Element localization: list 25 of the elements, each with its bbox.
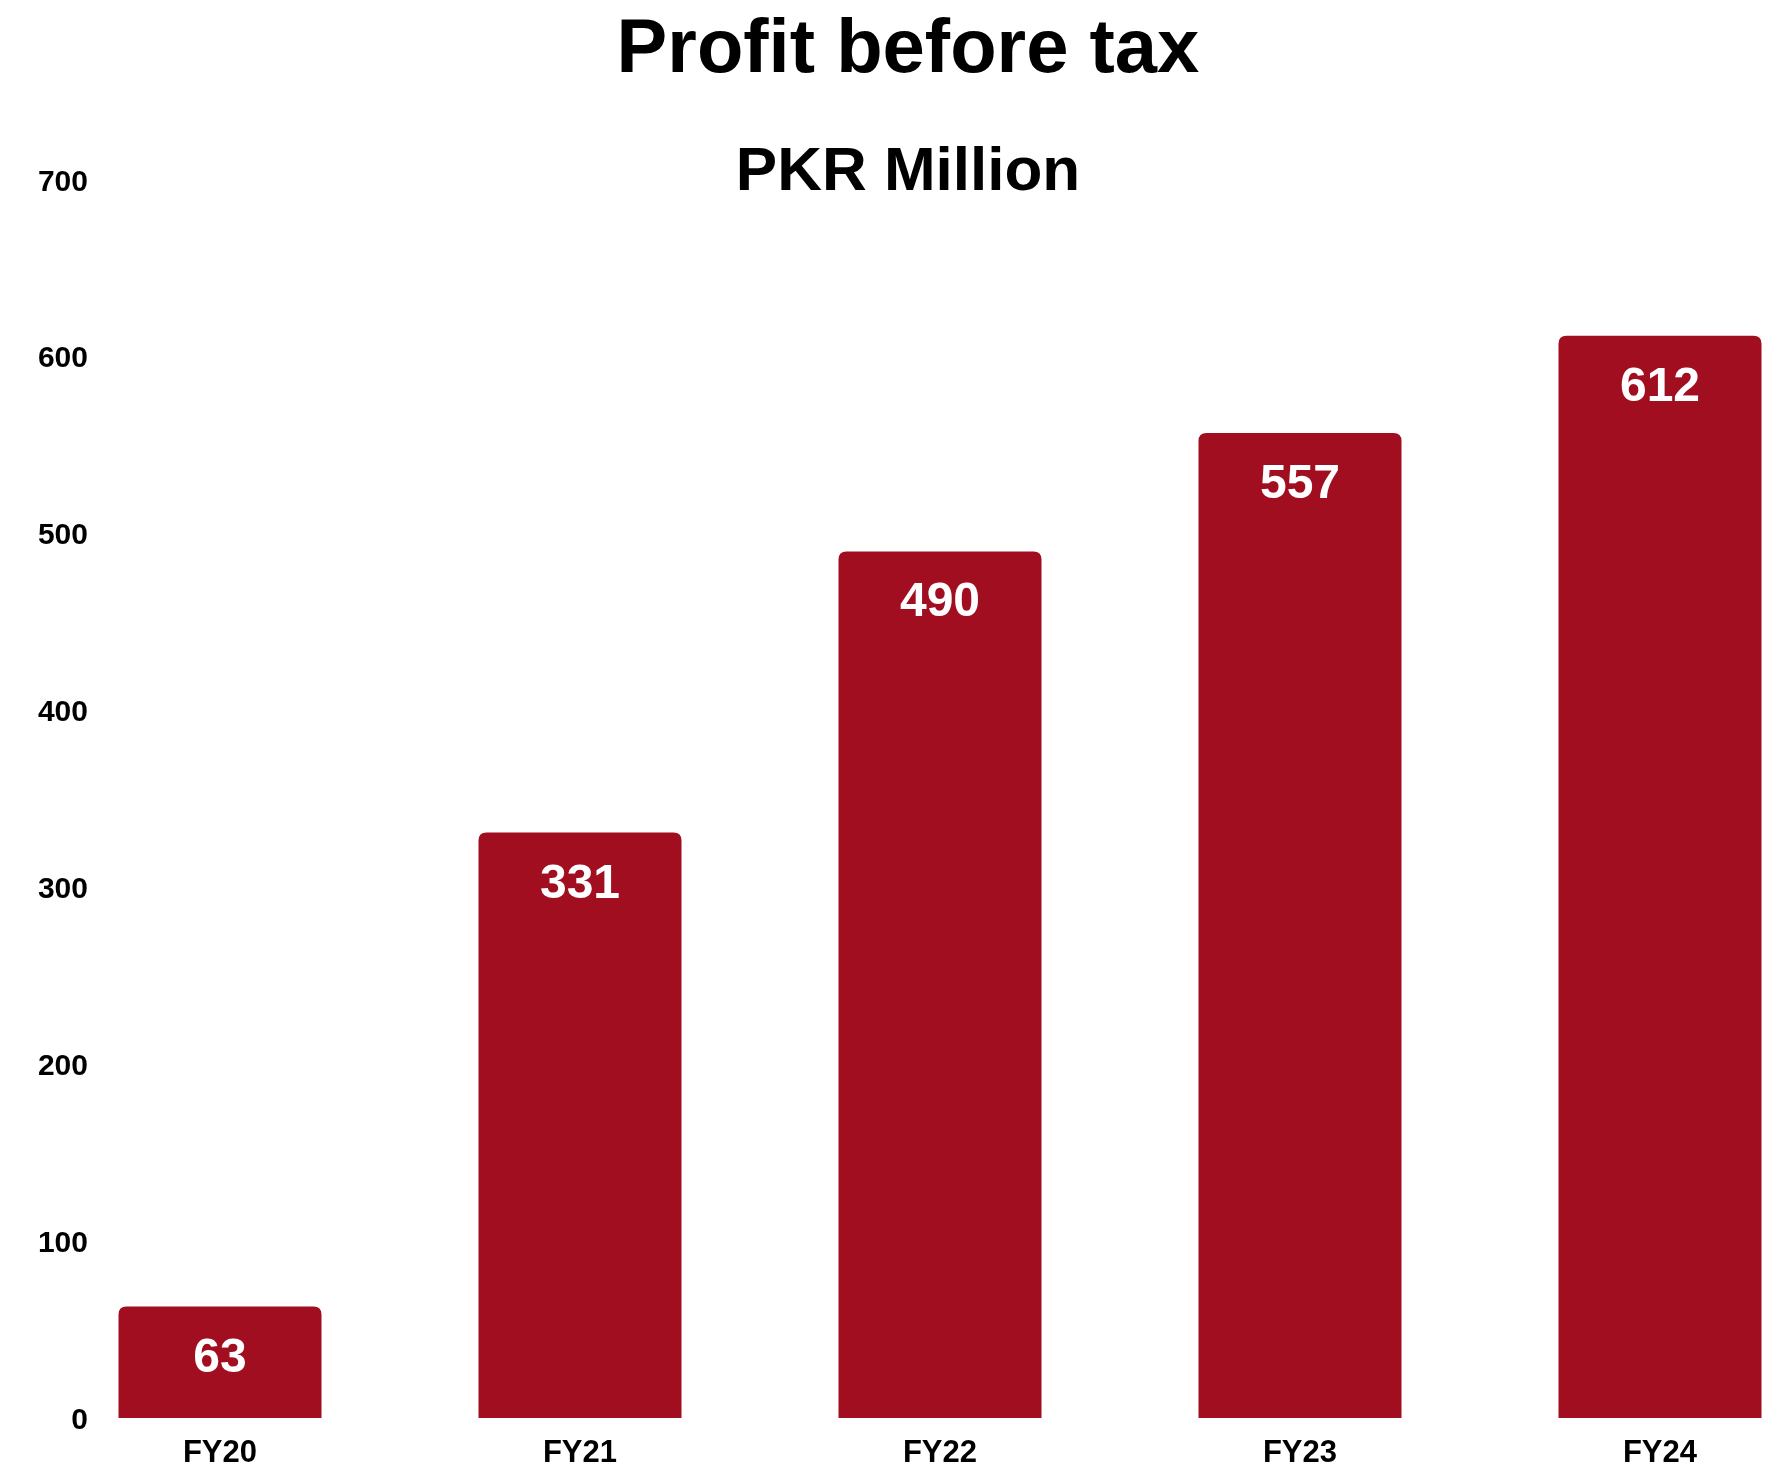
x-tick-label: FY21 [542, 1434, 618, 1469]
data-label: 490 [899, 573, 981, 627]
y-tick-label: 100 [37, 1224, 88, 1258]
bar [118, 1306, 322, 1418]
x-tick-label: FY22 [902, 1434, 978, 1469]
y-tick-label: 400 [37, 694, 88, 728]
bar [1558, 335, 1762, 1418]
x-tick-label: FY23 [1262, 1434, 1338, 1469]
data-label: 557 [1259, 454, 1341, 508]
bar [1198, 432, 1402, 1418]
bar [478, 832, 682, 1418]
x-tick-label: FY24 [1622, 1434, 1698, 1469]
y-tick-label: 500 [37, 517, 88, 551]
chart-title: Profit before tax [616, 3, 1200, 88]
x-tick-label: FY20 [182, 1434, 258, 1469]
data-label: 331 [539, 854, 621, 908]
y-tick-label: 200 [37, 1047, 88, 1081]
chart-subtitle: PKR Million [735, 134, 1081, 203]
bar [838, 551, 1042, 1418]
y-tick-label: 0 [71, 1401, 88, 1435]
data-label: 612 [1619, 357, 1701, 411]
y-tick-label: 700 [37, 163, 88, 197]
data-label: 63 [193, 1328, 247, 1382]
y-tick-label: 300 [37, 870, 88, 904]
y-tick-label: 600 [37, 340, 88, 374]
